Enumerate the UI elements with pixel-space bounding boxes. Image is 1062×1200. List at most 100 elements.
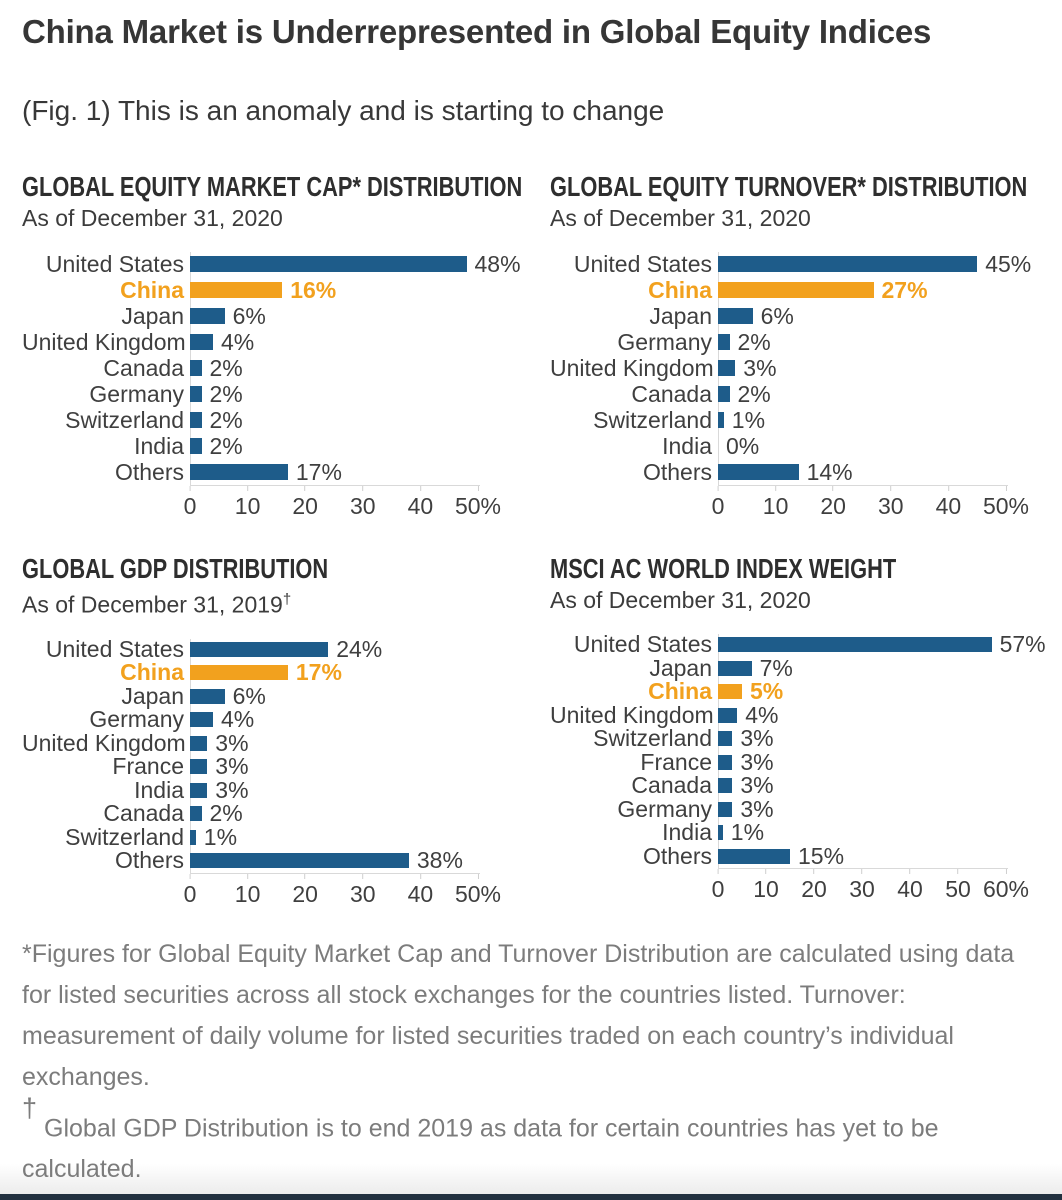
footnote-dagger-text: Global GDP Distribution is to end 2019 a… bbox=[22, 1113, 939, 1183]
bar bbox=[190, 688, 225, 704]
tick-mark bbox=[1005, 486, 1007, 491]
category-label: France bbox=[112, 753, 184, 780]
bar bbox=[718, 256, 978, 272]
category-label: India bbox=[134, 776, 184, 803]
tick-mark bbox=[813, 869, 815, 874]
tick-mark bbox=[775, 486, 777, 491]
tick-mark bbox=[362, 873, 364, 879]
value-label: 2% bbox=[737, 380, 771, 407]
value-label: 4% bbox=[221, 706, 255, 733]
bar bbox=[718, 464, 799, 480]
bar bbox=[190, 360, 202, 376]
bar-row: Japan 6% bbox=[22, 303, 550, 329]
value-label: 38% bbox=[416, 847, 463, 874]
bar-track: 14% bbox=[718, 459, 1050, 485]
bar-track: 3% bbox=[718, 772, 1050, 799]
axis-tick: 10 bbox=[235, 873, 260, 908]
bar-row: Canada 2% bbox=[550, 381, 1050, 407]
category-label: Germany bbox=[617, 328, 712, 355]
value-label: 1% bbox=[731, 406, 766, 433]
tick-mark bbox=[419, 873, 421, 879]
axis-tick-label: 0 bbox=[711, 876, 725, 902]
bar-row: India 2% bbox=[22, 433, 550, 459]
bar-row: Japan 6% bbox=[550, 303, 1050, 329]
bar-rows: United States 48% China 16% Japan 6% United Ki… bbox=[22, 251, 550, 485]
axis-baseline bbox=[718, 485, 1008, 486]
bar-track: 4% bbox=[190, 329, 550, 355]
axis-tick: 0 bbox=[711, 869, 725, 903]
value-label: 24% bbox=[336, 635, 383, 662]
footnotes: *Figures for Global Equity Market Cap an… bbox=[22, 934, 1034, 1190]
category-label: India bbox=[134, 432, 184, 459]
axis-ticks: 0 10 20 30 40 50% bbox=[184, 486, 501, 520]
axis-tick-label: 0 bbox=[711, 493, 725, 519]
axis-tick: 20 bbox=[820, 486, 846, 520]
axis-line-vertical bbox=[718, 634, 719, 868]
tick-mark bbox=[362, 486, 364, 491]
value-label: 3% bbox=[740, 772, 774, 799]
axis-tick-label: 50% bbox=[454, 880, 502, 907]
bar bbox=[190, 256, 467, 272]
value-label: 1% bbox=[730, 819, 765, 846]
category-label: Germany bbox=[89, 706, 184, 733]
category-label: United States bbox=[573, 250, 712, 277]
category-label: Japan bbox=[649, 302, 712, 329]
category-label: Switzerland bbox=[65, 823, 184, 850]
category-label: United Kingdom bbox=[22, 729, 186, 756]
axis-tick: 20 bbox=[292, 873, 318, 908]
footnote-asterisk: *Figures for Global Equity Market Cap an… bbox=[22, 939, 1015, 1091]
category-label: Others bbox=[114, 847, 184, 874]
value-label: 6% bbox=[232, 302, 266, 329]
bar bbox=[190, 712, 213, 728]
category-label: Switzerland bbox=[593, 406, 712, 433]
bar bbox=[718, 360, 736, 376]
value-label: 14% bbox=[806, 458, 853, 485]
bar bbox=[718, 801, 733, 817]
axis-baseline bbox=[718, 868, 1008, 869]
axis-tick: 20 bbox=[292, 486, 318, 520]
axis-tick-label: 50% bbox=[454, 493, 502, 519]
chart-subtitle: As of December 31, 2019† bbox=[22, 591, 292, 618]
chart-2: GLOBAL EQUITY TURNOVER* DISTRIBUTION As o… bbox=[550, 172, 1050, 520]
bar-track: 17% bbox=[190, 659, 550, 685]
axis-tick: 0 bbox=[184, 486, 196, 520]
value-label: 3% bbox=[743, 354, 777, 381]
bar-row: France 3% bbox=[22, 753, 550, 780]
category-label: Canada bbox=[631, 380, 712, 407]
axis-tick: 0 bbox=[184, 873, 196, 908]
value-label: 48% bbox=[474, 250, 521, 277]
bar bbox=[190, 759, 208, 775]
axis-tick-label: 10 bbox=[234, 493, 261, 519]
bar-row: United States 48% bbox=[22, 251, 550, 277]
value-label: 3% bbox=[740, 795, 774, 822]
value-label: 0% bbox=[726, 432, 760, 459]
bar-row: Canada 3% bbox=[550, 772, 1050, 799]
tick-mark bbox=[419, 486, 421, 491]
bottom-gradient-band bbox=[0, 1164, 1062, 1194]
bar bbox=[190, 412, 202, 428]
bar-track: 16% bbox=[190, 277, 550, 303]
bar-row: India 0% bbox=[550, 433, 1050, 459]
axis-tick: 40 bbox=[408, 873, 433, 908]
axis-tick: 10 bbox=[753, 869, 779, 903]
axis-tick: 60% bbox=[983, 869, 1029, 903]
bar bbox=[190, 438, 202, 454]
bar-row: Switzerland 1% bbox=[550, 407, 1050, 433]
category-label: United Kingdom bbox=[550, 354, 714, 381]
axis-tick: 50% bbox=[455, 486, 501, 520]
bar-row: Japan 6% bbox=[22, 683, 550, 709]
value-label: 4% bbox=[221, 328, 255, 355]
bar bbox=[190, 735, 208, 751]
bar bbox=[718, 825, 723, 841]
value-label: 4% bbox=[745, 701, 779, 728]
tick-mark bbox=[717, 869, 719, 874]
chart-title: GLOBAL EQUITY TURNOVER* DISTRIBUTION bbox=[550, 171, 1028, 202]
tick-mark bbox=[832, 486, 834, 491]
bar-row: United Kingdom 3% bbox=[550, 355, 1050, 381]
bar-track: 7% bbox=[718, 655, 1050, 681]
page-title: China Market is Underrepresented in Glob… bbox=[22, 13, 932, 50]
bar-row: China 5% bbox=[550, 678, 1050, 704]
bar-track: 3% bbox=[718, 749, 1050, 775]
bar-track: 15% bbox=[718, 843, 1050, 869]
